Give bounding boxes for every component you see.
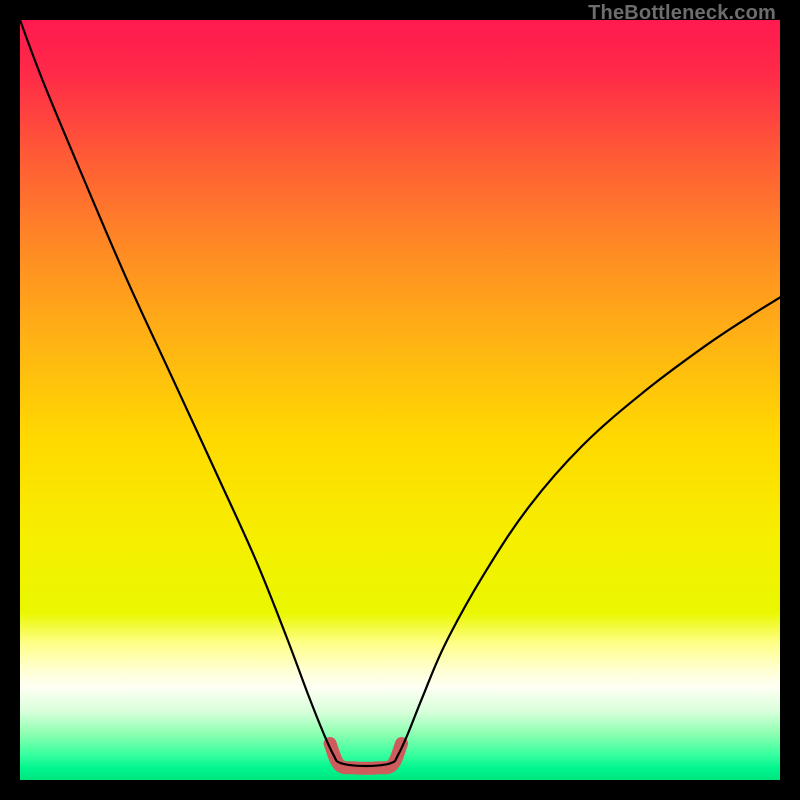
gradient-background	[20, 20, 780, 780]
bottleneck-curve-chart	[20, 20, 780, 780]
plot-area	[20, 20, 780, 780]
chart-frame: TheBottleneck.com	[0, 0, 800, 800]
